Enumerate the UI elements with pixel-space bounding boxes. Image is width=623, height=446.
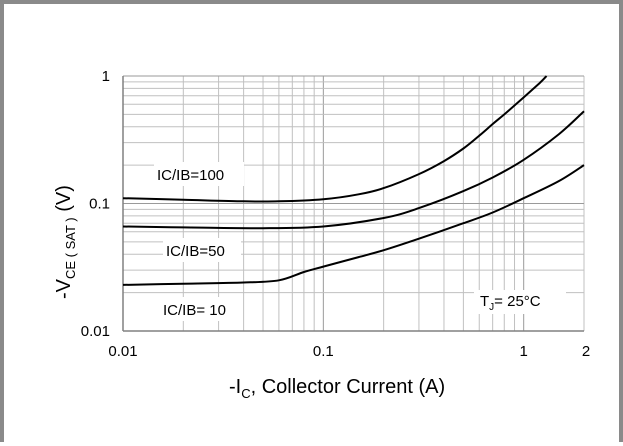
curve-labels: IC/IB=100 IC/IB=50 IC/IB= 10 [154, 162, 244, 321]
y-axis-title-sub: CE ( SAT ) [63, 217, 78, 279]
y-axis-title: -VCE ( SAT ) (V) [53, 185, 78, 299]
y-axis-title-suffix: (V) [53, 185, 75, 217]
y-tick-label: 0.01 [81, 323, 110, 340]
y-tick-label: 1 [102, 68, 110, 85]
curve-label-10: IC/IB= 10 [163, 302, 226, 319]
x-axis-title-prefix: -I [229, 376, 241, 398]
y-axis-title-prefix: -V [53, 278, 75, 299]
x-tick-label: 0.1 [313, 343, 334, 360]
curve-label-50: IC/IB=50 [166, 243, 225, 260]
tick-labels: 0.01 0.1 1 2 0.01 0.1 1 [81, 68, 590, 360]
chart-svg: 0.01 0.1 1 2 0.01 0.1 1 IC/IB=100 IC/IB=50 IC/… [4, 4, 623, 446]
x-axis-title-sub: C [241, 386, 250, 401]
x-axis-title-suffix: , Collector Current (A) [251, 376, 446, 398]
x-tick-label: 0.01 [108, 343, 137, 360]
annotation-suffix: = 25°C [494, 293, 541, 310]
x-tick-label: 1 [520, 343, 528, 360]
x-tick-label: 2 [582, 343, 590, 360]
y-tick-label: 0.1 [89, 196, 110, 213]
curve-label-100: IC/IB=100 [157, 167, 224, 184]
annotation-prefix: T [480, 293, 489, 310]
junction-temp-annotation: TJ= 25°C [474, 290, 566, 314]
x-axis-title: -IC, Collector Current (A) [229, 376, 445, 401]
